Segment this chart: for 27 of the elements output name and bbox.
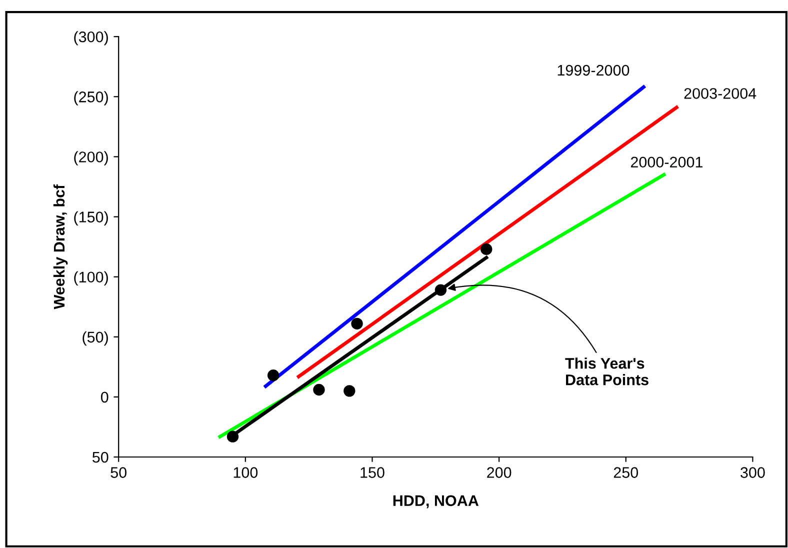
- point: [434, 284, 447, 296]
- point: [313, 384, 325, 396]
- point: [226, 430, 239, 442]
- x-tick-label: 250: [614, 467, 638, 478]
- y-tick-label: (300): [74, 31, 108, 46]
- x-tick-label: 150: [360, 467, 384, 478]
- point: [480, 243, 492, 256]
- series-label: 1999-2000: [558, 64, 630, 76]
- series-label: 2003-2004: [684, 88, 756, 99]
- point: [344, 385, 356, 397]
- annotation: This Year's Data Points: [565, 358, 648, 386]
- point: [267, 369, 280, 382]
- y-tick-label: (150): [74, 211, 108, 226]
- y-tick-label: (50): [82, 331, 108, 346]
- y-tick-label: 50: [92, 452, 108, 463]
- x-tick-label: 100: [234, 467, 258, 478]
- x-axis-title: HDD, NOAA: [393, 495, 479, 508]
- point: [351, 318, 363, 330]
- x-tick-label: 50: [110, 467, 126, 478]
- series-label: 2000-2001: [630, 156, 702, 168]
- y-tick-label: (250): [74, 91, 108, 106]
- x-tick-label: 200: [487, 467, 512, 478]
- y-tick-label: (200): [74, 151, 108, 166]
- y-tick-label: 0: [100, 392, 108, 403]
- x-tick-label: 300: [740, 467, 765, 478]
- y-axis-title: Weekly Draw, bcf: [53, 184, 68, 310]
- y-tick-label: (100): [74, 271, 108, 286]
